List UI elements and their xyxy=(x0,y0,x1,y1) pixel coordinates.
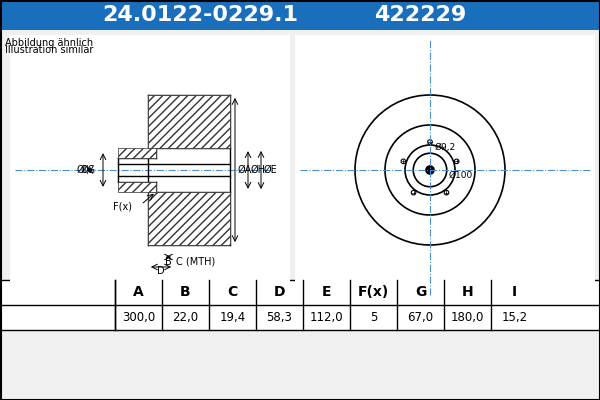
Text: A: A xyxy=(133,286,144,300)
Text: 15,2: 15,2 xyxy=(502,311,527,324)
Bar xyxy=(148,95,230,148)
Bar xyxy=(118,148,156,158)
Text: F(x): F(x) xyxy=(113,202,132,212)
Text: Ø9,2: Ø9,2 xyxy=(434,143,455,152)
Bar xyxy=(295,35,595,300)
Text: 180,0: 180,0 xyxy=(451,311,484,324)
Text: Abbildung ähnlich: Abbildung ähnlich xyxy=(5,38,93,48)
Bar xyxy=(148,192,230,245)
Text: 19,4: 19,4 xyxy=(220,311,245,324)
Text: ØG: ØG xyxy=(81,165,96,175)
Text: C (MTH): C (MTH) xyxy=(176,256,215,266)
Circle shape xyxy=(401,159,406,164)
Text: 5: 5 xyxy=(370,311,377,324)
Circle shape xyxy=(444,190,449,195)
Bar xyxy=(0,280,600,330)
Text: F(x): F(x) xyxy=(358,286,389,300)
Text: ØA: ØA xyxy=(238,165,252,175)
Bar xyxy=(0,0,600,30)
Text: I: I xyxy=(512,286,517,300)
Text: Illustration similar: Illustration similar xyxy=(5,45,94,55)
Text: Ø100: Ø100 xyxy=(449,171,473,180)
Text: 300,0: 300,0 xyxy=(122,311,155,324)
Text: G: G xyxy=(415,286,426,300)
Circle shape xyxy=(426,166,434,174)
Text: 67,0: 67,0 xyxy=(407,311,434,324)
Text: D: D xyxy=(274,286,285,300)
Text: H: H xyxy=(461,286,473,300)
Text: D: D xyxy=(157,266,165,276)
Text: ØI: ØI xyxy=(77,165,87,175)
Text: ØE: ØE xyxy=(264,165,278,175)
Text: 112,0: 112,0 xyxy=(310,311,343,324)
Text: 58,3: 58,3 xyxy=(266,311,292,324)
Circle shape xyxy=(405,145,455,195)
Text: 422229: 422229 xyxy=(374,5,466,25)
Text: C: C xyxy=(227,286,238,300)
Circle shape xyxy=(413,153,447,187)
Text: ØH: ØH xyxy=(251,165,266,175)
Text: 22,0: 22,0 xyxy=(172,311,199,324)
Text: 24.0122-0229.1: 24.0122-0229.1 xyxy=(102,5,298,25)
Circle shape xyxy=(355,95,505,245)
Text: B: B xyxy=(180,286,191,300)
Text: B: B xyxy=(165,257,172,267)
Circle shape xyxy=(454,159,459,164)
Bar xyxy=(118,182,156,192)
Circle shape xyxy=(385,125,475,215)
Text: E: E xyxy=(322,286,331,300)
Circle shape xyxy=(428,140,432,144)
Bar xyxy=(10,35,290,300)
Circle shape xyxy=(411,190,416,195)
